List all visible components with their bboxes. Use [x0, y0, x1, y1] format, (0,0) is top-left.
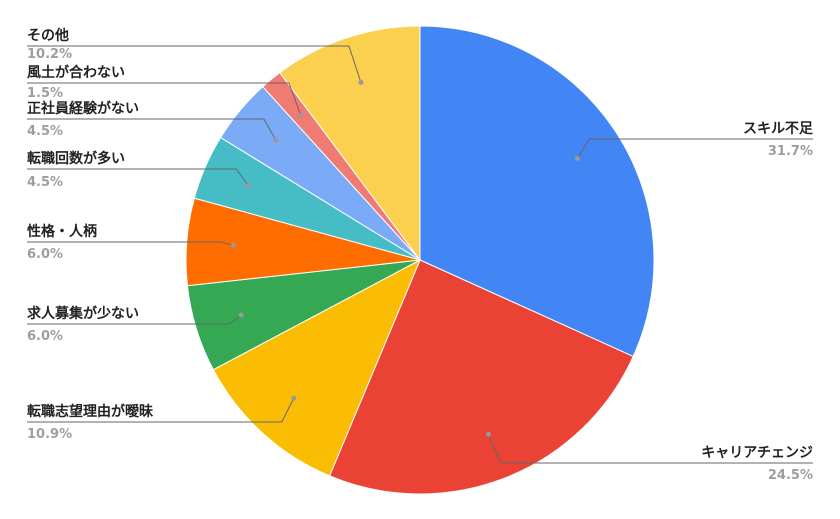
- leader-line-2: [27, 398, 295, 423]
- leader-dot-3: [238, 312, 244, 318]
- leader-line-0: [576, 138, 813, 159]
- slice-percent-5: 4.5%: [27, 175, 63, 190]
- leader-dot-5: [245, 183, 251, 189]
- leader-line-3: [27, 314, 242, 325]
- leader-dot-8: [358, 79, 364, 85]
- slice-label-8: その他: [27, 27, 69, 44]
- slice-percent-1: 24.5%: [768, 468, 813, 483]
- slice-label-0: スキル不足: [743, 121, 814, 137]
- leader-line-5: [27, 168, 249, 186]
- leader-line-4: [27, 241, 234, 246]
- leader-dot-6: [273, 137, 279, 143]
- pie-slice-8[interactable]: [279, 25, 421, 262]
- slice-percent-6: 4.5%: [27, 124, 63, 139]
- slice-percent-8: 10.2%: [27, 47, 72, 62]
- slice-label-2: 転職志望理由が曖昧: [27, 403, 154, 420]
- pie-slice-0[interactable]: [419, 25, 655, 358]
- leader-line-6: [27, 118, 277, 141]
- slice-label-5: 転職回数が多い: [27, 150, 125, 167]
- pie-slice-1[interactable]: [328, 259, 634, 495]
- leader-line-1: [488, 434, 813, 464]
- slice-percent-7: 1.5%: [27, 86, 63, 101]
- slice-percent-2: 10.9%: [27, 427, 72, 442]
- slice-label-1: キャリアチェンジ: [701, 445, 813, 461]
- leader-dot-0: [574, 156, 580, 162]
- leader-dot-4: [230, 242, 236, 248]
- slice-label-3: 求人募集が少ない: [27, 305, 139, 322]
- slice-percent-3: 6.0%: [27, 329, 63, 344]
- slice-label-6: 正社員経験がない: [27, 100, 139, 117]
- slice-label-4: 性格・人柄: [27, 223, 97, 240]
- slice-percent-4: 6.0%: [27, 247, 63, 262]
- leader-line-7: [27, 82, 302, 116]
- leader-dot-2: [291, 395, 297, 401]
- slice-label-7: 風土が合わない: [27, 64, 125, 81]
- leader-dot-7: [298, 113, 304, 119]
- leader-dot-1: [485, 431, 491, 437]
- leader-line-8: [27, 45, 362, 83]
- slice-percent-0: 31.7%: [768, 144, 813, 159]
